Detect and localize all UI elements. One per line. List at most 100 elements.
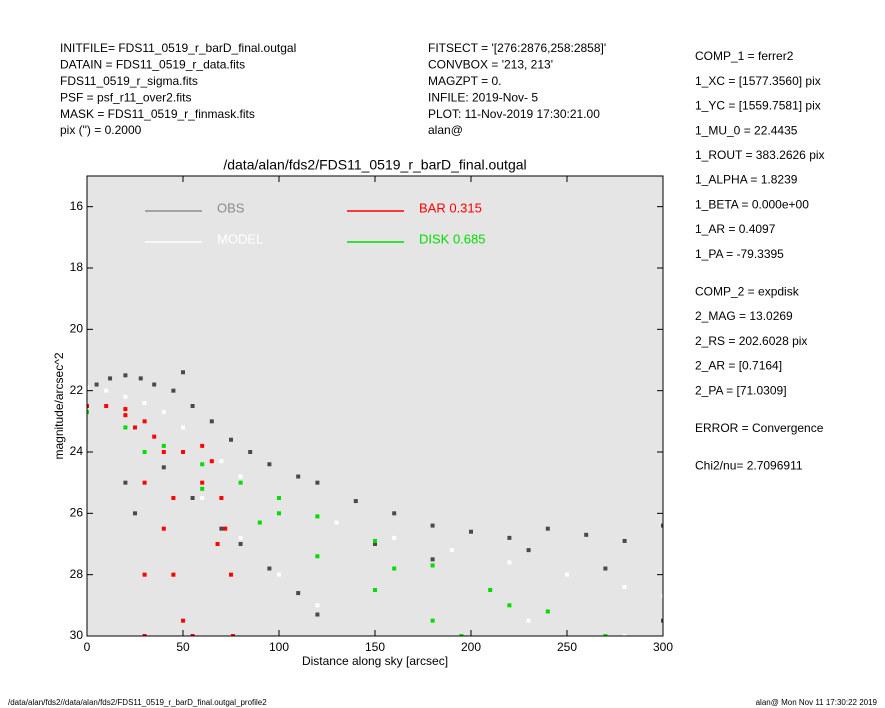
parameter: 1_BETA = 0.000e+00 bbox=[695, 197, 809, 211]
point bbox=[507, 603, 512, 608]
point bbox=[373, 542, 377, 546]
point bbox=[238, 480, 243, 485]
point bbox=[171, 496, 176, 500]
point bbox=[392, 566, 397, 571]
parameter: 2_AR = [0.7164] bbox=[695, 359, 782, 373]
point bbox=[190, 634, 195, 636]
point bbox=[277, 511, 281, 516]
x-tick-label: 300 bbox=[653, 640, 673, 654]
header-line: DATAIN = FDS11_0519_r_data.fits bbox=[60, 58, 245, 72]
y-axis-label: magnitude/arcsec^2 bbox=[52, 352, 66, 459]
point bbox=[161, 465, 166, 470]
point bbox=[488, 588, 493, 592]
point bbox=[161, 443, 166, 448]
point bbox=[661, 594, 663, 599]
point bbox=[87, 410, 89, 415]
point bbox=[171, 388, 176, 393]
point bbox=[584, 532, 589, 537]
point bbox=[622, 634, 627, 636]
point bbox=[430, 618, 435, 623]
point bbox=[353, 499, 358, 504]
header-line: PLOT: 11-Nov-2019 17:30:21.00 bbox=[428, 107, 600, 121]
parameter: 2_MAG = 13.0269 bbox=[695, 309, 793, 323]
point bbox=[373, 588, 377, 592]
parameter: 1_YC = [1559.7581] pix bbox=[695, 99, 821, 113]
point bbox=[430, 563, 435, 568]
parameter: 1_MU_0 = 22.4435 bbox=[695, 123, 798, 137]
point bbox=[545, 609, 550, 614]
point bbox=[545, 526, 550, 531]
point bbox=[296, 474, 301, 479]
y-tick-label: 16 bbox=[70, 199, 84, 213]
x-tick-label: 250 bbox=[557, 640, 577, 654]
x-tick-label: 50 bbox=[176, 640, 190, 654]
point bbox=[200, 462, 205, 467]
point bbox=[219, 496, 224, 500]
legend-label: BAR 0.315 bbox=[419, 200, 482, 215]
parameter: COMP_2 = expdisk bbox=[695, 284, 800, 298]
point bbox=[181, 618, 185, 623]
point bbox=[190, 404, 195, 408]
parameter: ERROR = Convergence bbox=[695, 421, 824, 435]
legend-label: MODEL bbox=[217, 231, 263, 246]
point bbox=[449, 548, 454, 553]
point bbox=[219, 459, 224, 464]
y-tick-label: 20 bbox=[70, 322, 84, 336]
legend-label: OBS bbox=[217, 200, 245, 215]
point bbox=[223, 526, 228, 531]
point bbox=[104, 388, 109, 393]
point bbox=[267, 566, 272, 571]
point bbox=[138, 376, 143, 381]
point bbox=[108, 376, 113, 381]
point bbox=[142, 480, 147, 485]
point bbox=[622, 584, 627, 589]
point bbox=[257, 520, 262, 525]
legend-label: DISK 0.685 bbox=[419, 231, 486, 246]
parameter: 1_ALPHA = 1.8239 bbox=[695, 173, 798, 187]
point bbox=[469, 529, 473, 534]
header-line: alan@ bbox=[428, 123, 463, 137]
point bbox=[315, 612, 320, 617]
point bbox=[209, 419, 214, 424]
point bbox=[430, 523, 435, 528]
point bbox=[315, 514, 320, 519]
parameter: 1_XC = [1577.3560] pix bbox=[695, 74, 821, 88]
point bbox=[219, 526, 224, 531]
point bbox=[123, 407, 128, 412]
parameter: COMP_1 = ferrer2 bbox=[695, 49, 794, 63]
point bbox=[296, 591, 301, 596]
point bbox=[230, 634, 235, 636]
point bbox=[181, 370, 185, 375]
y-tick-label: 18 bbox=[70, 260, 84, 274]
parameter: 1_AR = 0.4097 bbox=[695, 222, 776, 236]
header-line: FDS11_0519_r_sigma.fits bbox=[60, 74, 198, 88]
point bbox=[123, 413, 128, 418]
x-tick-label: 0 bbox=[84, 640, 91, 654]
plot-area bbox=[87, 176, 663, 636]
point bbox=[161, 450, 166, 454]
point bbox=[133, 511, 137, 516]
parameter: 1_PA = -79.3395 bbox=[695, 247, 784, 261]
x-tick-label: 150 bbox=[365, 640, 385, 654]
point bbox=[277, 496, 281, 500]
point bbox=[152, 382, 157, 387]
point bbox=[238, 474, 243, 479]
parameter: Chi2/nu= 2.7096911 bbox=[695, 459, 803, 473]
point bbox=[133, 425, 137, 430]
footer-left: /data/alan/fds2//data/alan/fds2/FDS11_05… bbox=[8, 698, 267, 707]
point bbox=[373, 538, 377, 543]
point bbox=[661, 523, 663, 528]
point bbox=[181, 425, 185, 430]
y-tick-label: 28 bbox=[70, 567, 84, 581]
point bbox=[229, 437, 233, 442]
point bbox=[315, 554, 320, 559]
y-tick-label: 24 bbox=[70, 444, 84, 458]
point bbox=[161, 526, 166, 531]
point bbox=[526, 548, 531, 553]
point bbox=[661, 618, 663, 623]
header-line: INFILE: 2019-Nov- 5 bbox=[428, 90, 538, 104]
point bbox=[248, 450, 253, 454]
y-tick-label: 22 bbox=[70, 383, 84, 397]
y-tick-label: 26 bbox=[70, 506, 84, 520]
